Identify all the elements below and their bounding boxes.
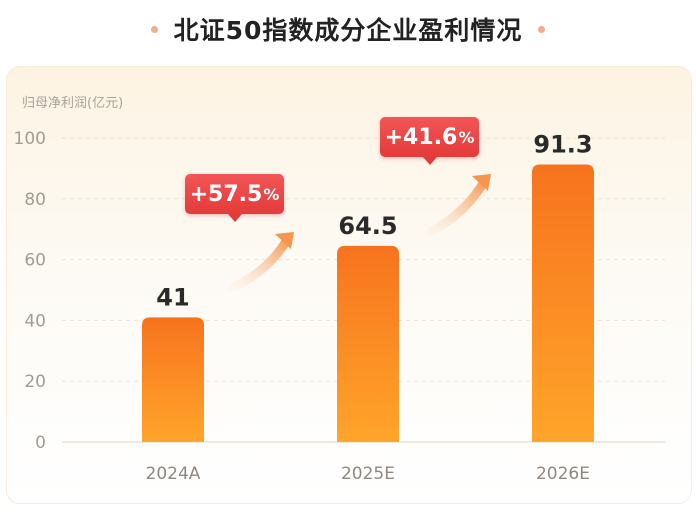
value-label-2024A: 41 — [156, 283, 189, 311]
growth-unit: % — [458, 127, 475, 147]
growth-arrow-head-1 — [275, 232, 294, 249]
x-tick-label-2026E: 2026E — [536, 464, 590, 484]
x-tick-label-2025E: 2025E — [341, 464, 395, 484]
title-dot-right — [538, 25, 546, 33]
growth-arrow-head-2 — [472, 174, 491, 191]
x-tick-label-2024A: 2024A — [146, 464, 201, 484]
growth-arrow-1 — [229, 233, 293, 292]
chart-title: 北证50指数成分企业盈利情况 — [173, 16, 523, 45]
y-tick-label: 100 — [14, 129, 46, 149]
y-tick-label: 80 — [24, 190, 46, 210]
y-tick-label: 60 — [24, 251, 46, 271]
title-dot-left — [150, 25, 158, 33]
value-label-2025E: 64.5 — [338, 212, 397, 240]
growth-unit: % — [263, 184, 280, 204]
bar-2025E — [337, 245, 399, 442]
value-label-2026E: 91.3 — [533, 130, 592, 158]
bar-2026E — [532, 164, 594, 442]
y-tick-label: 0 — [35, 433, 46, 453]
growth-value: +41.6 — [384, 124, 458, 150]
title-row: 北证50指数成分企业盈利情况 — [0, 0, 696, 58]
growth-arrow-2 — [425, 175, 490, 237]
y-tick-label: 20 — [24, 372, 46, 392]
bar-2024A — [142, 317, 204, 442]
growth-badge-1: +57.5% — [185, 174, 284, 222]
growth-badge-2: +41.6% — [380, 117, 479, 165]
y-axis-label: 归母净利润(亿元) — [22, 96, 124, 111]
growth-value: +57.5 — [189, 181, 263, 207]
y-tick-label: 40 — [24, 311, 46, 331]
